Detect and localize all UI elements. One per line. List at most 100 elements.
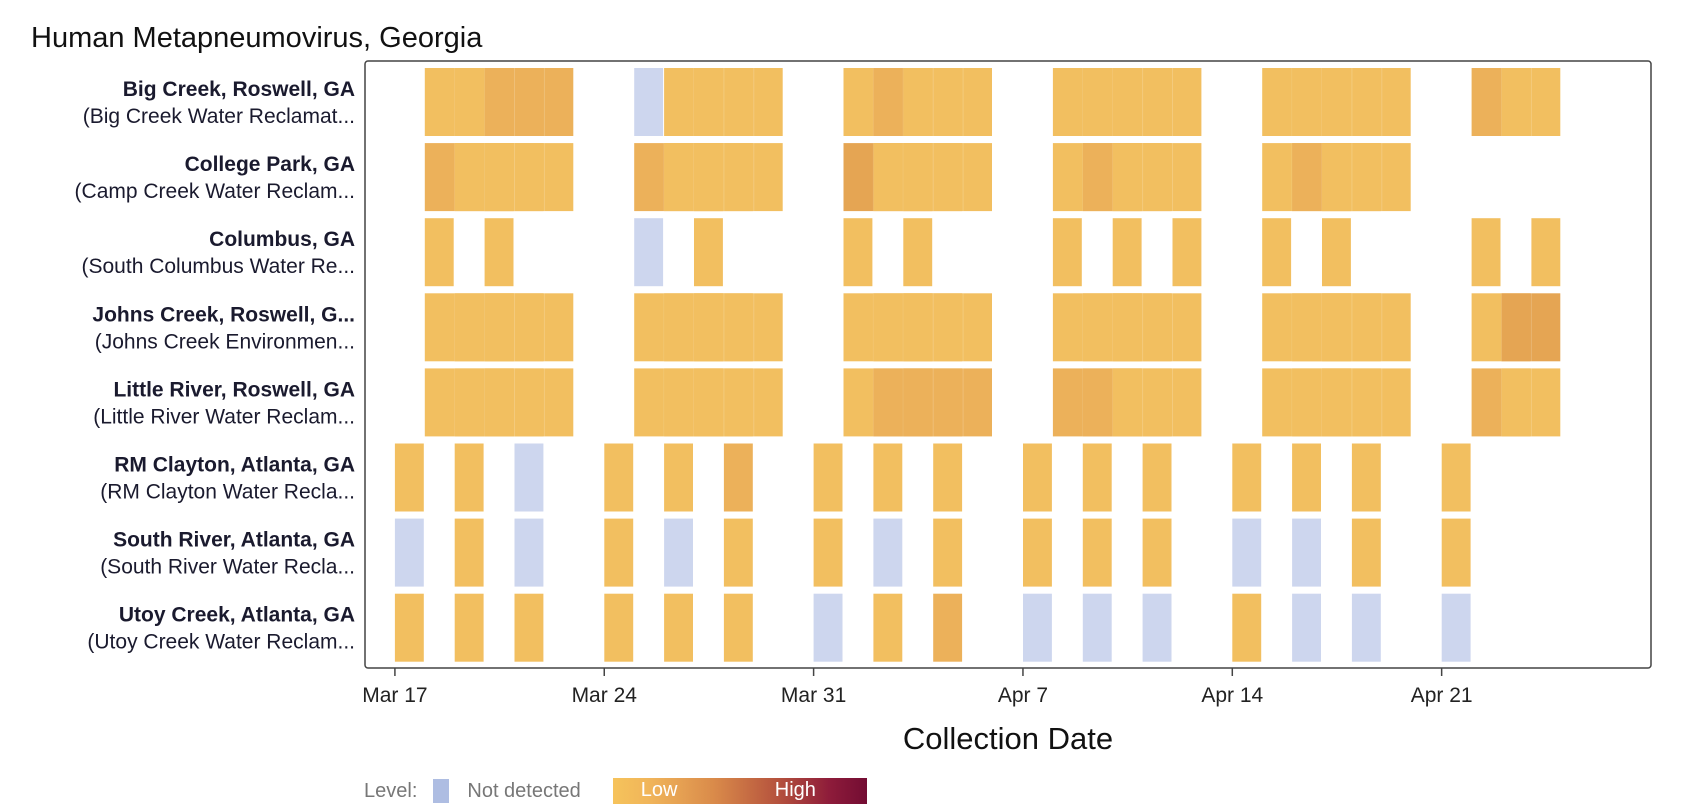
legend-not-detected-swatch: [433, 779, 450, 803]
heatmap-cell[interactable]: [1322, 143, 1411, 212]
heatmap-cell[interactable]: [813, 518, 843, 587]
heatmap-cell[interactable]: [1112, 218, 1142, 287]
heatmap-cell[interactable]: [1292, 593, 1321, 662]
heatmap-cell[interactable]: [843, 218, 873, 287]
heatmap-cell[interactable]: [1501, 368, 1561, 437]
heatmap-cell[interactable]: [1292, 518, 1321, 587]
heatmap-cell[interactable]: [1142, 593, 1172, 662]
heatmap-cell[interactable]: [1172, 218, 1202, 287]
heatmap-cell[interactable]: [903, 218, 933, 287]
x-tick-label: Apr 21: [1411, 684, 1473, 707]
legend-high-label: High: [774, 779, 816, 801]
heatmap-cell[interactable]: [664, 518, 693, 587]
heatmap-cell[interactable]: [394, 593, 424, 662]
heatmap-cell[interactable]: [1322, 368, 1411, 437]
heatmap-cell[interactable]: [484, 293, 574, 362]
heatmap-cell[interactable]: [1531, 218, 1561, 287]
heatmap-cell[interactable]: [873, 518, 903, 587]
heatmap-cell[interactable]: [1232, 518, 1262, 587]
heatmap-cell[interactable]: [1082, 593, 1112, 662]
heatmap-cell[interactable]: [1052, 218, 1082, 287]
heatmap-cell[interactable]: [394, 443, 424, 512]
heatmap-cell[interactable]: [1501, 68, 1561, 136]
heatmap-cell[interactable]: [424, 218, 454, 287]
heatmap-cell[interactable]: [694, 218, 723, 287]
site-plant-label: (South Columbus Water Re...: [82, 255, 356, 278]
site-name-label: Utoy Creek, Atlanta, GA: [119, 604, 355, 627]
heatmap-cell[interactable]: [1142, 443, 1172, 512]
heatmap-cell[interactable]: [1292, 443, 1321, 512]
heatmap-cell[interactable]: [1441, 518, 1471, 587]
heatmap-cell[interactable]: [723, 443, 753, 512]
heatmap-cell[interactable]: [1023, 518, 1052, 587]
heatmap-cell[interactable]: [694, 68, 783, 136]
heatmap-cell[interactable]: [514, 593, 544, 662]
heatmap-cell[interactable]: [1142, 518, 1172, 587]
heatmap-cell[interactable]: [1322, 293, 1411, 362]
heatmap-cell[interactable]: [873, 443, 903, 512]
heatmap-cell[interactable]: [873, 593, 903, 662]
heatmap-cell[interactable]: [394, 518, 424, 587]
plot-area-frame: [364, 60, 1652, 669]
heatmap-cell[interactable]: [903, 143, 992, 212]
heatmap-cell[interactable]: [933, 443, 963, 512]
heatmap-cell[interactable]: [604, 518, 634, 587]
heatmap-cell[interactable]: [484, 68, 574, 136]
site-plant-label: (RM Clayton Water Recla...: [100, 481, 355, 504]
heatmap-cell[interactable]: [1112, 368, 1202, 437]
heatmap-cell[interactable]: [634, 218, 664, 287]
site-name-label: Big Creek, Roswell, GA: [123, 78, 355, 101]
row-labels: Big Creek, Roswell, GA (Big Creek Water R…: [75, 78, 355, 654]
heatmap-cell[interactable]: [1351, 518, 1381, 587]
heatmap-cell[interactable]: [1232, 593, 1262, 662]
heatmap-cell[interactable]: [903, 368, 992, 437]
heatmap-cell[interactable]: [1322, 68, 1411, 136]
heatmap-cell[interactable]: [813, 593, 843, 662]
heatmap-cell[interactable]: [903, 293, 992, 362]
heatmap-cell[interactable]: [514, 443, 544, 512]
heatmap-cell[interactable]: [604, 443, 634, 512]
heatmap-cell[interactable]: [1351, 593, 1381, 662]
heatmap-cell[interactable]: [1471, 218, 1501, 287]
heatmap-cell[interactable]: [484, 143, 574, 212]
heatmap-cell[interactable]: [1112, 68, 1202, 136]
heatmap-cell[interactable]: [1351, 443, 1381, 512]
heatmap-cell[interactable]: [1112, 293, 1202, 362]
heatmap-cell[interactable]: [1441, 593, 1471, 662]
heatmap-cell[interactable]: [813, 443, 843, 512]
heatmap-cell[interactable]: [1441, 443, 1471, 512]
heatmap-cell[interactable]: [723, 593, 753, 662]
heatmap-cell[interactable]: [454, 593, 484, 662]
heatmap-cell[interactable]: [454, 518, 484, 587]
heatmap-cell[interactable]: [1082, 518, 1112, 587]
heatmap-cell[interactable]: [1262, 218, 1292, 287]
heatmap-cell[interactable]: [694, 143, 783, 212]
heatmap-cell[interactable]: [634, 68, 664, 136]
heatmap-cell[interactable]: [933, 518, 963, 587]
heatmap-cell[interactable]: [664, 443, 693, 512]
heatmap-cell[interactable]: [604, 593, 634, 662]
heatmap-cell[interactable]: [903, 68, 992, 136]
heatmap-cell[interactable]: [484, 218, 514, 287]
heatmap-cell[interactable]: [1112, 143, 1202, 212]
heatmap-cell[interactable]: [484, 368, 574, 437]
heatmap-cell[interactable]: [664, 593, 693, 662]
site-name-label: Johns Creek, Roswell, G...: [92, 303, 355, 326]
legend-level-gradient: Low High: [612, 778, 867, 804]
x-tick-label: Mar 17: [362, 684, 427, 707]
heatmap-cell[interactable]: [933, 593, 963, 662]
heatmap-cell[interactable]: [723, 518, 753, 587]
heatmap-cell[interactable]: [1232, 443, 1262, 512]
x-axis: Mar 17 Mar 24 Mar 31 Apr 7 Apr 14 Apr 21: [362, 668, 1473, 707]
heatmap-cell[interactable]: [694, 293, 783, 362]
heatmap-cell[interactable]: [1501, 293, 1561, 362]
heatmap-cell[interactable]: [454, 443, 484, 512]
heatmap-cell[interactable]: [514, 518, 544, 587]
heatmap-cell[interactable]: [1082, 443, 1112, 512]
site-plant-label: (South River Water Recla...: [100, 556, 355, 579]
heatmap-cell[interactable]: [1322, 218, 1351, 287]
heatmap-chart: Big Creek, Roswell, GA (Big Creek Water R…: [75, 60, 1652, 756]
heatmap-cell[interactable]: [1023, 593, 1052, 662]
heatmap-cell[interactable]: [694, 368, 783, 437]
heatmap-cell[interactable]: [1023, 443, 1052, 512]
